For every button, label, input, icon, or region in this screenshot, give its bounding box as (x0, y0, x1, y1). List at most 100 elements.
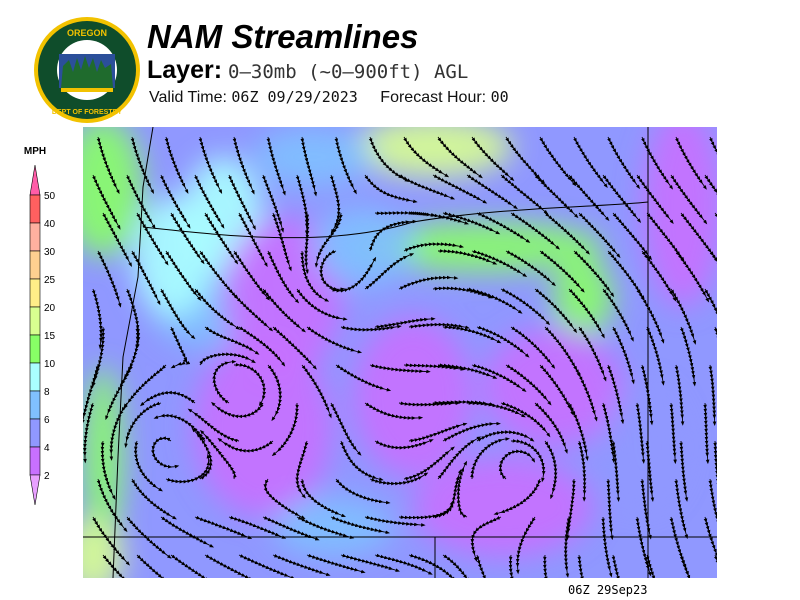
streamline (515, 516, 536, 570)
streamline-arrow (325, 572, 331, 576)
streamline-arrow (648, 534, 652, 540)
streamline-arrow (206, 453, 211, 460)
streamline (573, 250, 612, 294)
streamline (334, 136, 355, 190)
streamline-arrow (409, 253, 415, 257)
streamline (263, 478, 302, 518)
streamline (102, 554, 140, 578)
streamline (374, 317, 431, 329)
streamline-arrow (385, 387, 392, 392)
svg-text:OREGON: OREGON (67, 28, 107, 38)
streamline (233, 362, 267, 402)
streamline-arrow (271, 416, 276, 422)
streamline (674, 364, 684, 421)
streamline (641, 250, 675, 298)
streamline (544, 326, 579, 373)
colorbar-segment (29, 250, 41, 280)
streamline (306, 326, 358, 352)
wind-speed-region (273, 497, 393, 557)
streamline (612, 326, 634, 380)
colorbar-segment (29, 362, 41, 392)
streamline-arrow (378, 477, 384, 481)
colorbar-label: 4 (44, 443, 50, 454)
streamline (136, 554, 178, 578)
colorbar-segment (29, 194, 41, 224)
streamline (442, 554, 479, 578)
colorbar-segment (29, 334, 41, 364)
streamline (578, 212, 618, 255)
map-timestamp: 06Z 29Sep23 (568, 583, 648, 597)
streamline (335, 478, 386, 504)
valid-time-info: Valid Time: 06Z 09/29/2023 Forecast Hour… (149, 88, 509, 107)
layer-label: Layer: (147, 56, 223, 84)
streamline (442, 422, 496, 442)
colorbar-label: 15 (44, 331, 56, 342)
streamline (611, 554, 628, 578)
streamline-arrow (594, 416, 598, 422)
streamline (544, 440, 558, 495)
streamline (335, 364, 387, 390)
colorbar-segment (29, 222, 41, 252)
streamline-arrow (290, 575, 296, 578)
colorbar-label: 6 (44, 415, 50, 426)
streamline (470, 516, 502, 558)
streamline (611, 440, 620, 497)
streamline (131, 250, 159, 301)
wind-speed-region (253, 127, 373, 187)
streamline-arrow (170, 364, 176, 369)
streamline (296, 516, 350, 538)
streamline (330, 516, 385, 533)
streamline (703, 516, 717, 569)
streamline (97, 250, 120, 303)
streamline (646, 212, 682, 258)
streamline (368, 136, 405, 180)
streamline (645, 440, 654, 497)
svg-text:DEPT OF FORESTRY: DEPT OF FORESTRY (52, 109, 122, 116)
layer-info: Layer: 0–30mb (~0–900ft) AGL (147, 56, 468, 85)
streamline (640, 364, 653, 421)
streamline (573, 364, 597, 417)
streamline (612, 212, 650, 257)
streamline (498, 478, 542, 514)
streamline (539, 364, 572, 412)
streamline (170, 554, 216, 578)
streamline (275, 402, 299, 454)
streamline (708, 364, 717, 421)
streamline (300, 136, 316, 192)
streamline (511, 439, 546, 478)
streamline (131, 478, 173, 518)
streamline-arrow (463, 460, 468, 466)
streamline (577, 440, 587, 497)
streamline (709, 250, 717, 297)
streamline-arrow (115, 189, 120, 195)
streamline (102, 212, 130, 263)
streamline-arrow (356, 349, 363, 354)
streamline (534, 288, 575, 330)
streamline-arrow (550, 494, 554, 500)
streamline (437, 438, 477, 480)
streamline (534, 402, 567, 450)
streamline-arrow (199, 429, 205, 435)
streamline-arrow (459, 367, 465, 371)
streamline (703, 402, 709, 459)
streamline-arrow (211, 401, 216, 407)
streamline-arrow (187, 408, 193, 413)
streamline (170, 326, 191, 367)
streamline (635, 402, 645, 459)
forecast-value: 00 (490, 88, 509, 106)
valid-value: 06Z 09/29/2023 (231, 88, 358, 106)
streamline-arrow (305, 268, 309, 275)
streamline (136, 212, 166, 262)
wind-speed-region (313, 207, 413, 287)
streamline (221, 440, 274, 453)
layer-value: 0–30mb (~0–900ft) AGL (228, 61, 469, 83)
colorbar-segment (29, 306, 41, 336)
streamline (607, 250, 643, 296)
streamline (606, 478, 613, 535)
streamline (199, 250, 235, 296)
streamline (214, 402, 264, 419)
streamline-arrow (631, 379, 635, 385)
streamline (679, 326, 696, 382)
streamline (679, 554, 702, 578)
streamline (165, 250, 199, 298)
